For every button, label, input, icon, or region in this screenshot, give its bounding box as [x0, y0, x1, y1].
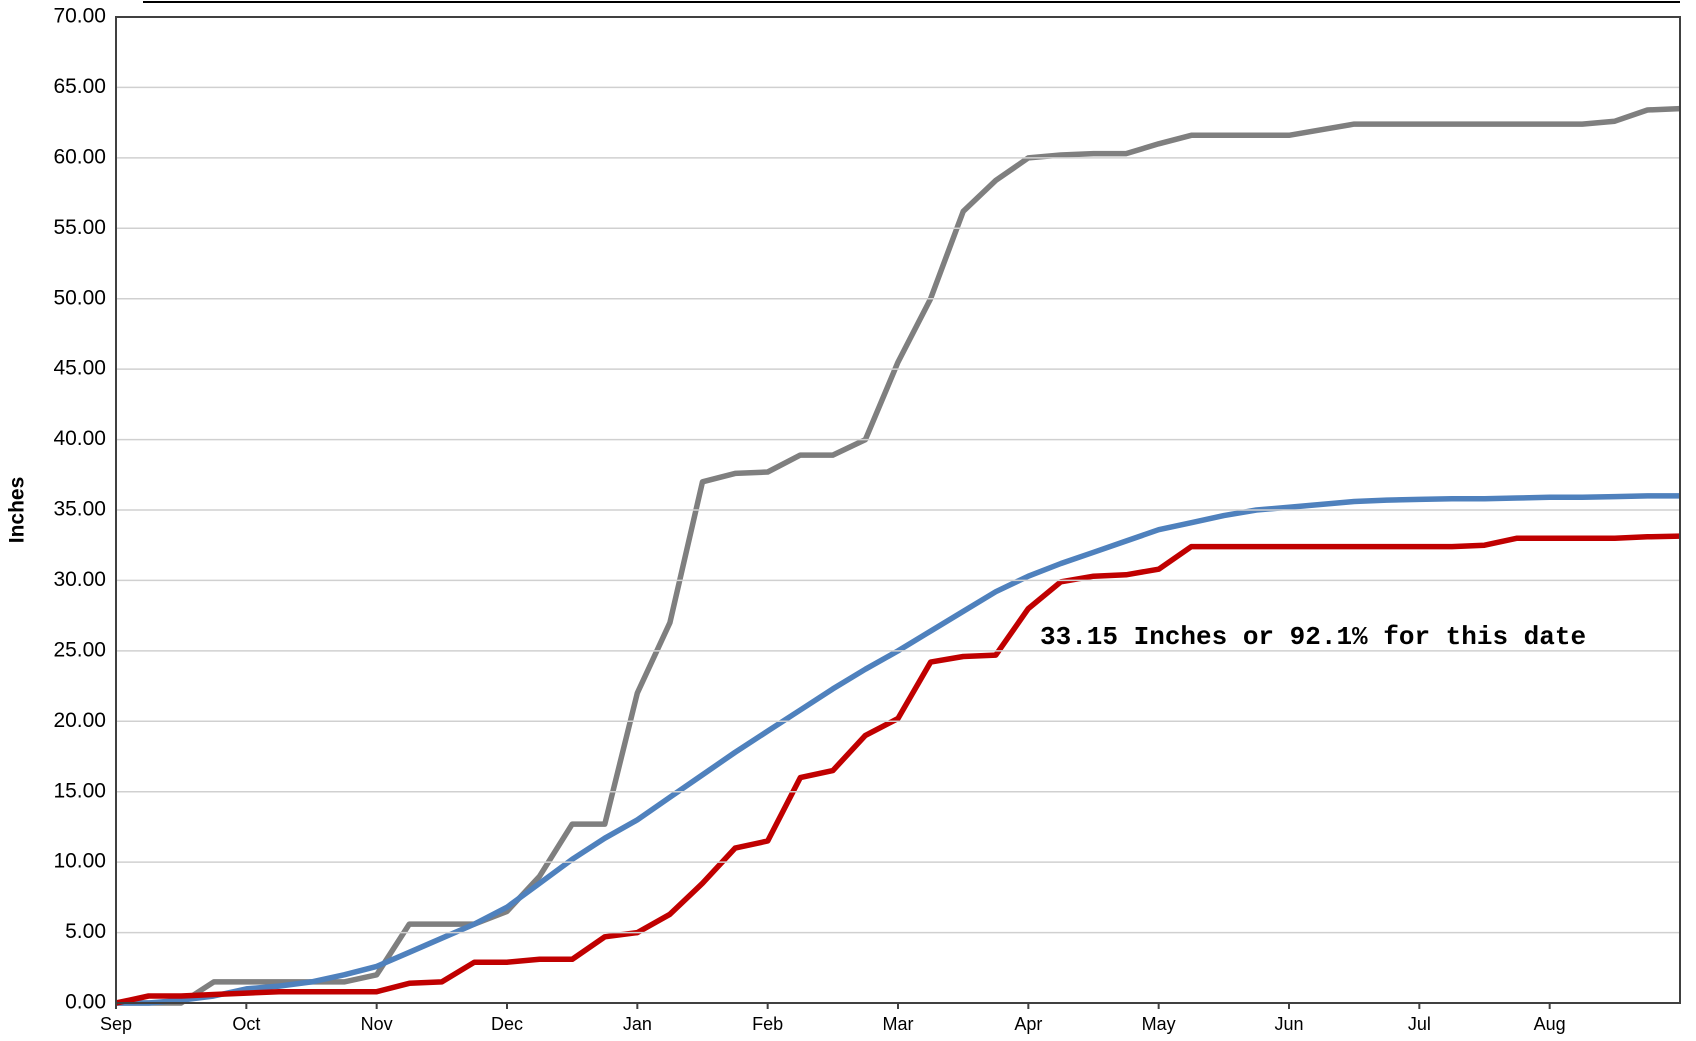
y-tick-label: 35.00: [53, 498, 106, 521]
annotation: 33.15 Inches or 92.1% for this date: [1040, 622, 1586, 652]
y-tick-label: 55.00: [53, 216, 106, 239]
y-tick-label: 65.00: [53, 75, 106, 98]
x-tick-label: Feb: [752, 1014, 783, 1034]
y-tick-label: 45.00: [53, 357, 106, 380]
x-tick-label: May: [1142, 1014, 1176, 1034]
y-tick-label: 20.00: [53, 709, 106, 732]
x-tick-label: Sep: [100, 1014, 132, 1034]
y-tick-label: 5.00: [65, 920, 106, 943]
x-tick-label: Jul: [1408, 1014, 1431, 1034]
y-tick-label: 60.00: [53, 145, 106, 168]
x-tick-label: Mar: [883, 1014, 914, 1034]
y-tick-label: 40.00: [53, 427, 106, 450]
y-tick-label: 70.00: [53, 5, 106, 28]
x-tick-label: Apr: [1014, 1014, 1042, 1034]
x-tick-label: Aug: [1534, 1014, 1566, 1034]
y-tick-label: 50.00: [53, 286, 106, 309]
y-tick-label: 30.00: [53, 568, 106, 591]
series-line: [115, 533, 1681, 1006]
x-tick-label: Jun: [1274, 1014, 1303, 1034]
x-tick-label: Jan: [623, 1014, 652, 1034]
y-axis-label: Inches: [6, 477, 29, 544]
y-tick-label: 10.00: [53, 850, 106, 873]
x-tick-label: Nov: [361, 1014, 393, 1034]
series-line: [116, 105, 1681, 1006]
series-line: [116, 493, 1680, 1006]
y-tick-label: 0.00: [65, 991, 106, 1014]
x-tick-label: Oct: [232, 1014, 260, 1034]
y-tick-label: 15.00: [53, 779, 106, 802]
x-tick-label: Dec: [491, 1014, 523, 1034]
y-tick-label: 25.00: [53, 638, 106, 661]
